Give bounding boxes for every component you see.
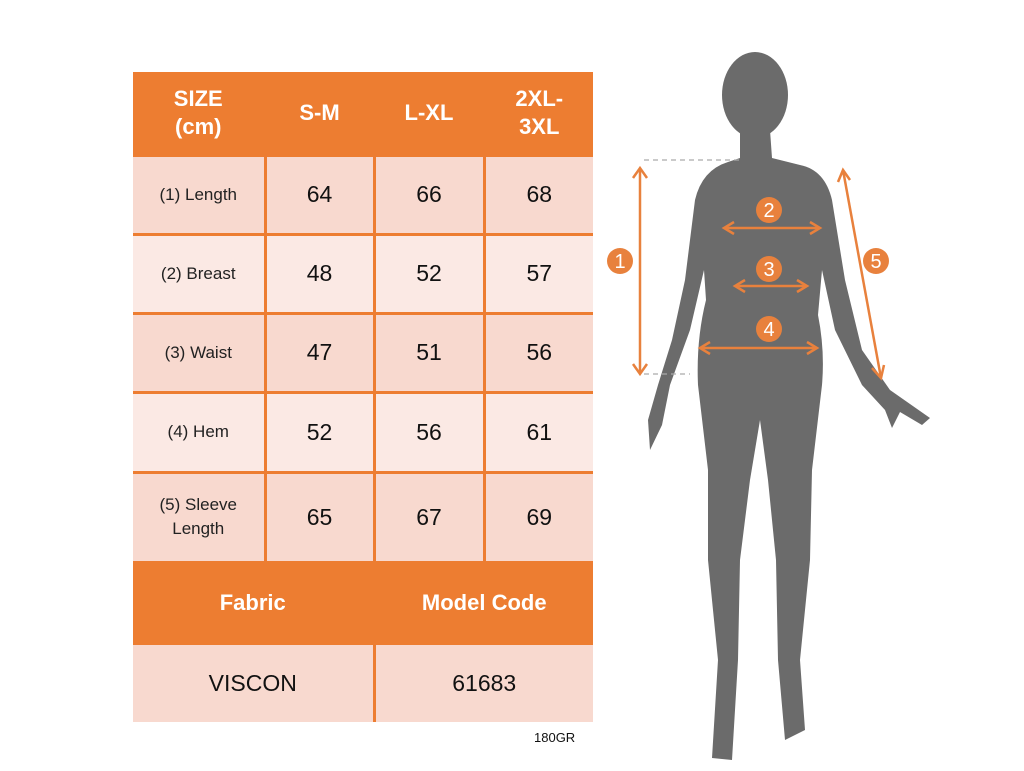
marker-number: 3 [763, 259, 774, 281]
marker-circle [863, 248, 889, 274]
marker-circle [756, 197, 782, 223]
row-label: (1) Length [133, 156, 264, 233]
marker-number: 5 [870, 251, 881, 273]
size-value: 64 [266, 156, 373, 233]
marker-number: 4 [763, 319, 774, 341]
size-value: 65 [266, 473, 373, 561]
marker-number: 1 [614, 251, 625, 273]
model-code-value: 61683 [375, 644, 593, 722]
size-value: 52 [375, 235, 483, 312]
size-value: 56 [375, 393, 483, 471]
marker-circle [756, 256, 782, 282]
row-label: (3) Waist [133, 314, 264, 391]
measurement-arrows [631, 165, 886, 381]
size-value: 52 [266, 393, 373, 471]
size-value: 69 [485, 473, 593, 561]
row-label: (5) Sleeve Length [133, 473, 264, 561]
marker-circle [756, 316, 782, 342]
guide-lines [644, 159, 740, 375]
size-value: 61 [485, 393, 593, 471]
size-value: 67 [375, 473, 483, 561]
row-label: (2) Breast [133, 235, 264, 312]
marker-number: 2 [763, 200, 774, 222]
size-value: 51 [375, 314, 483, 391]
size-value: 48 [266, 235, 373, 312]
size-value: 68 [485, 156, 593, 233]
size-value: 47 [266, 314, 373, 391]
model-code-header: Model Code [421, 589, 547, 615]
column-header: L-XL [404, 99, 454, 125]
size-value: 56 [485, 314, 593, 391]
fabric-weight-note: 180GR [534, 730, 576, 745]
size-value: 66 [375, 156, 483, 233]
fabric-value: VISCON [133, 644, 373, 722]
fabric-header: Fabric [219, 589, 286, 615]
size-chart-table: SIZE (cm) S-M L-XL 2XL- 3XL (1) Length 64 66 68… [133, 72, 593, 722]
silhouette [648, 52, 930, 760]
body-silhouette-figure: 1 2 3 4 5 [607, 52, 930, 760]
size-value: 57 [485, 235, 593, 312]
marker-circle [607, 248, 633, 274]
column-header: SIZE (cm) [173, 85, 223, 139]
column-header: S-M [299, 99, 340, 125]
column-header: 2XL- 3XL [515, 85, 564, 139]
row-label: (4) Hem [133, 393, 264, 471]
